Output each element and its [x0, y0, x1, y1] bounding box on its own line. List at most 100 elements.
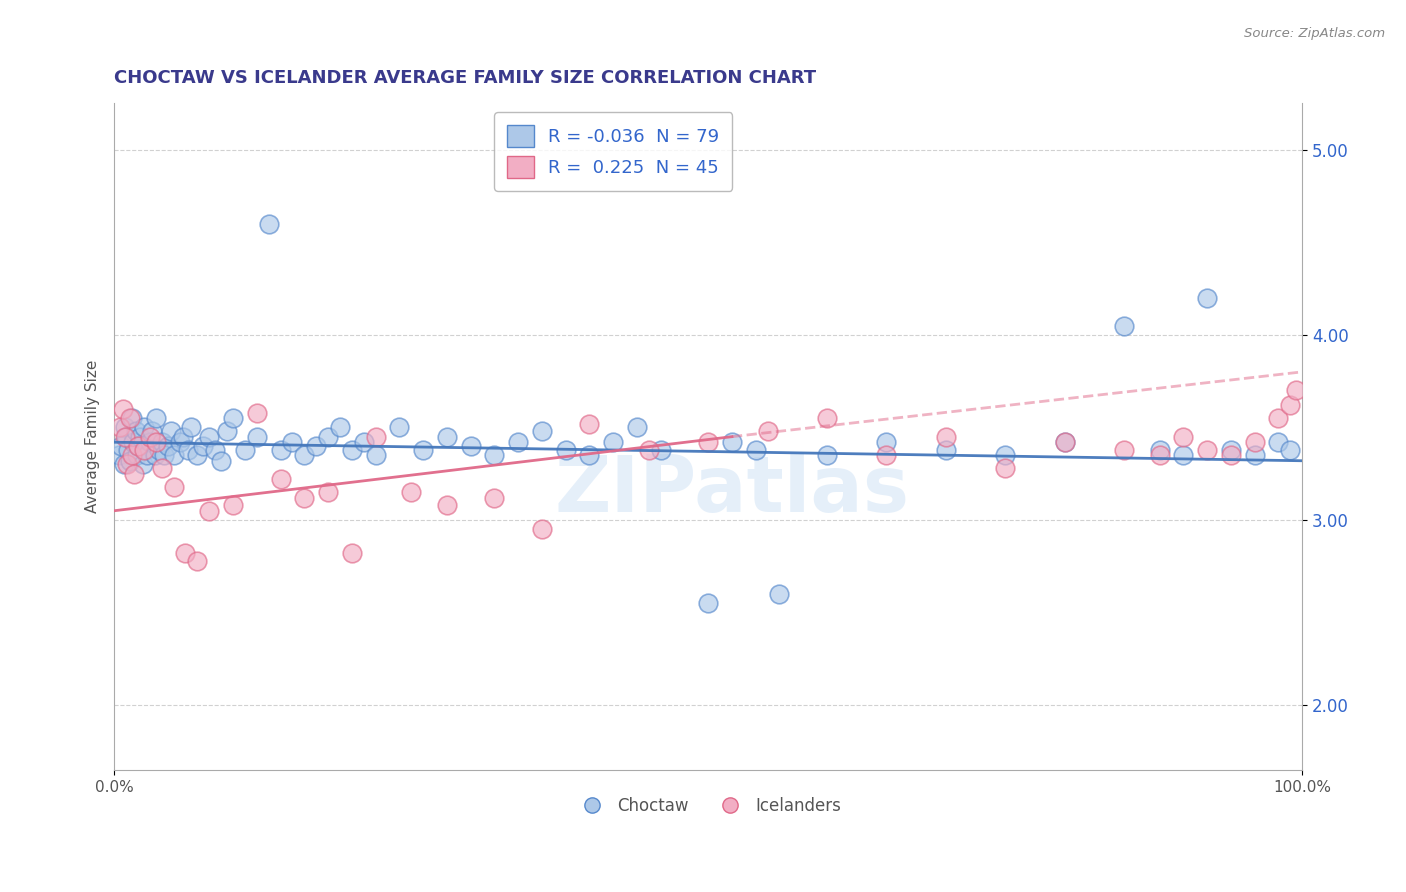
Point: [436, 498, 458, 512]
Point: [364, 448, 387, 462]
Point: [994, 448, 1017, 462]
Point: [125, 448, 148, 462]
Point: [815, 448, 838, 462]
Point: [1197, 291, 1219, 305]
Point: [1173, 430, 1195, 444]
Point: [935, 430, 957, 444]
Point: [1243, 448, 1265, 462]
Legend: Choctaw, Icelanders: Choctaw, Icelanders: [568, 790, 848, 822]
Point: [124, 467, 146, 481]
Point: [215, 424, 238, 438]
Point: [145, 435, 167, 450]
Point: [364, 430, 387, 444]
Point: [1267, 411, 1289, 425]
Point: [121, 448, 143, 462]
Point: [1219, 448, 1241, 462]
Point: [650, 442, 672, 457]
Point: [180, 420, 202, 434]
Point: [281, 435, 304, 450]
Point: [117, 458, 139, 472]
Point: [127, 439, 149, 453]
Point: [994, 461, 1017, 475]
Point: [222, 411, 245, 425]
Point: [108, 420, 131, 434]
Point: [316, 430, 339, 444]
Point: [578, 417, 600, 431]
Point: [1149, 442, 1171, 457]
Point: [139, 435, 162, 450]
Point: [412, 442, 434, 457]
Point: [114, 420, 136, 434]
Point: [122, 435, 145, 450]
Point: [132, 420, 155, 434]
Point: [153, 448, 176, 462]
Point: [1267, 435, 1289, 450]
Point: [1112, 318, 1135, 333]
Point: [815, 411, 838, 425]
Point: [135, 442, 157, 457]
Point: [388, 420, 411, 434]
Point: [112, 458, 135, 472]
Point: [131, 458, 153, 472]
Point: [626, 420, 648, 434]
Point: [148, 442, 170, 457]
Point: [150, 461, 173, 475]
Point: [1173, 448, 1195, 462]
Point: [121, 411, 143, 425]
Point: [745, 442, 768, 457]
Text: ZIPatlas: ZIPatlas: [554, 452, 910, 528]
Point: [1053, 435, 1076, 450]
Point: [340, 546, 363, 560]
Point: [1219, 442, 1241, 457]
Point: [162, 480, 184, 494]
Point: [292, 448, 315, 462]
Point: [875, 448, 897, 462]
Y-axis label: Average Family Size: Average Family Size: [86, 360, 100, 514]
Point: [257, 217, 280, 231]
Point: [602, 435, 624, 450]
Point: [143, 448, 166, 462]
Point: [1279, 398, 1302, 412]
Point: [222, 498, 245, 512]
Point: [353, 435, 375, 450]
Point: [177, 442, 200, 457]
Point: [460, 439, 482, 453]
Point: [1279, 442, 1302, 457]
Point: [145, 411, 167, 425]
Point: [1197, 442, 1219, 457]
Point: [246, 430, 269, 444]
Point: [162, 448, 184, 462]
Point: [174, 546, 197, 560]
Point: [139, 430, 162, 444]
Point: [484, 491, 506, 505]
Point: [172, 430, 194, 444]
Point: [340, 442, 363, 457]
Point: [1243, 435, 1265, 450]
Point: [111, 401, 134, 416]
Point: [186, 554, 208, 568]
Point: [554, 442, 576, 457]
Point: [198, 504, 221, 518]
Point: [132, 442, 155, 457]
Point: [768, 587, 790, 601]
Point: [292, 491, 315, 505]
Point: [637, 442, 659, 457]
Point: [115, 430, 138, 444]
Point: [118, 454, 141, 468]
Point: [169, 435, 191, 450]
Point: [136, 448, 159, 462]
Point: [436, 430, 458, 444]
Text: Source: ZipAtlas.com: Source: ZipAtlas.com: [1244, 27, 1385, 40]
Point: [160, 424, 183, 438]
Point: [246, 406, 269, 420]
Point: [141, 424, 163, 438]
Point: [530, 424, 553, 438]
Point: [110, 439, 132, 453]
Point: [186, 448, 208, 462]
Point: [1112, 442, 1135, 457]
Point: [508, 435, 530, 450]
Point: [118, 411, 141, 425]
Point: [484, 448, 506, 462]
Point: [530, 522, 553, 536]
Point: [578, 448, 600, 462]
